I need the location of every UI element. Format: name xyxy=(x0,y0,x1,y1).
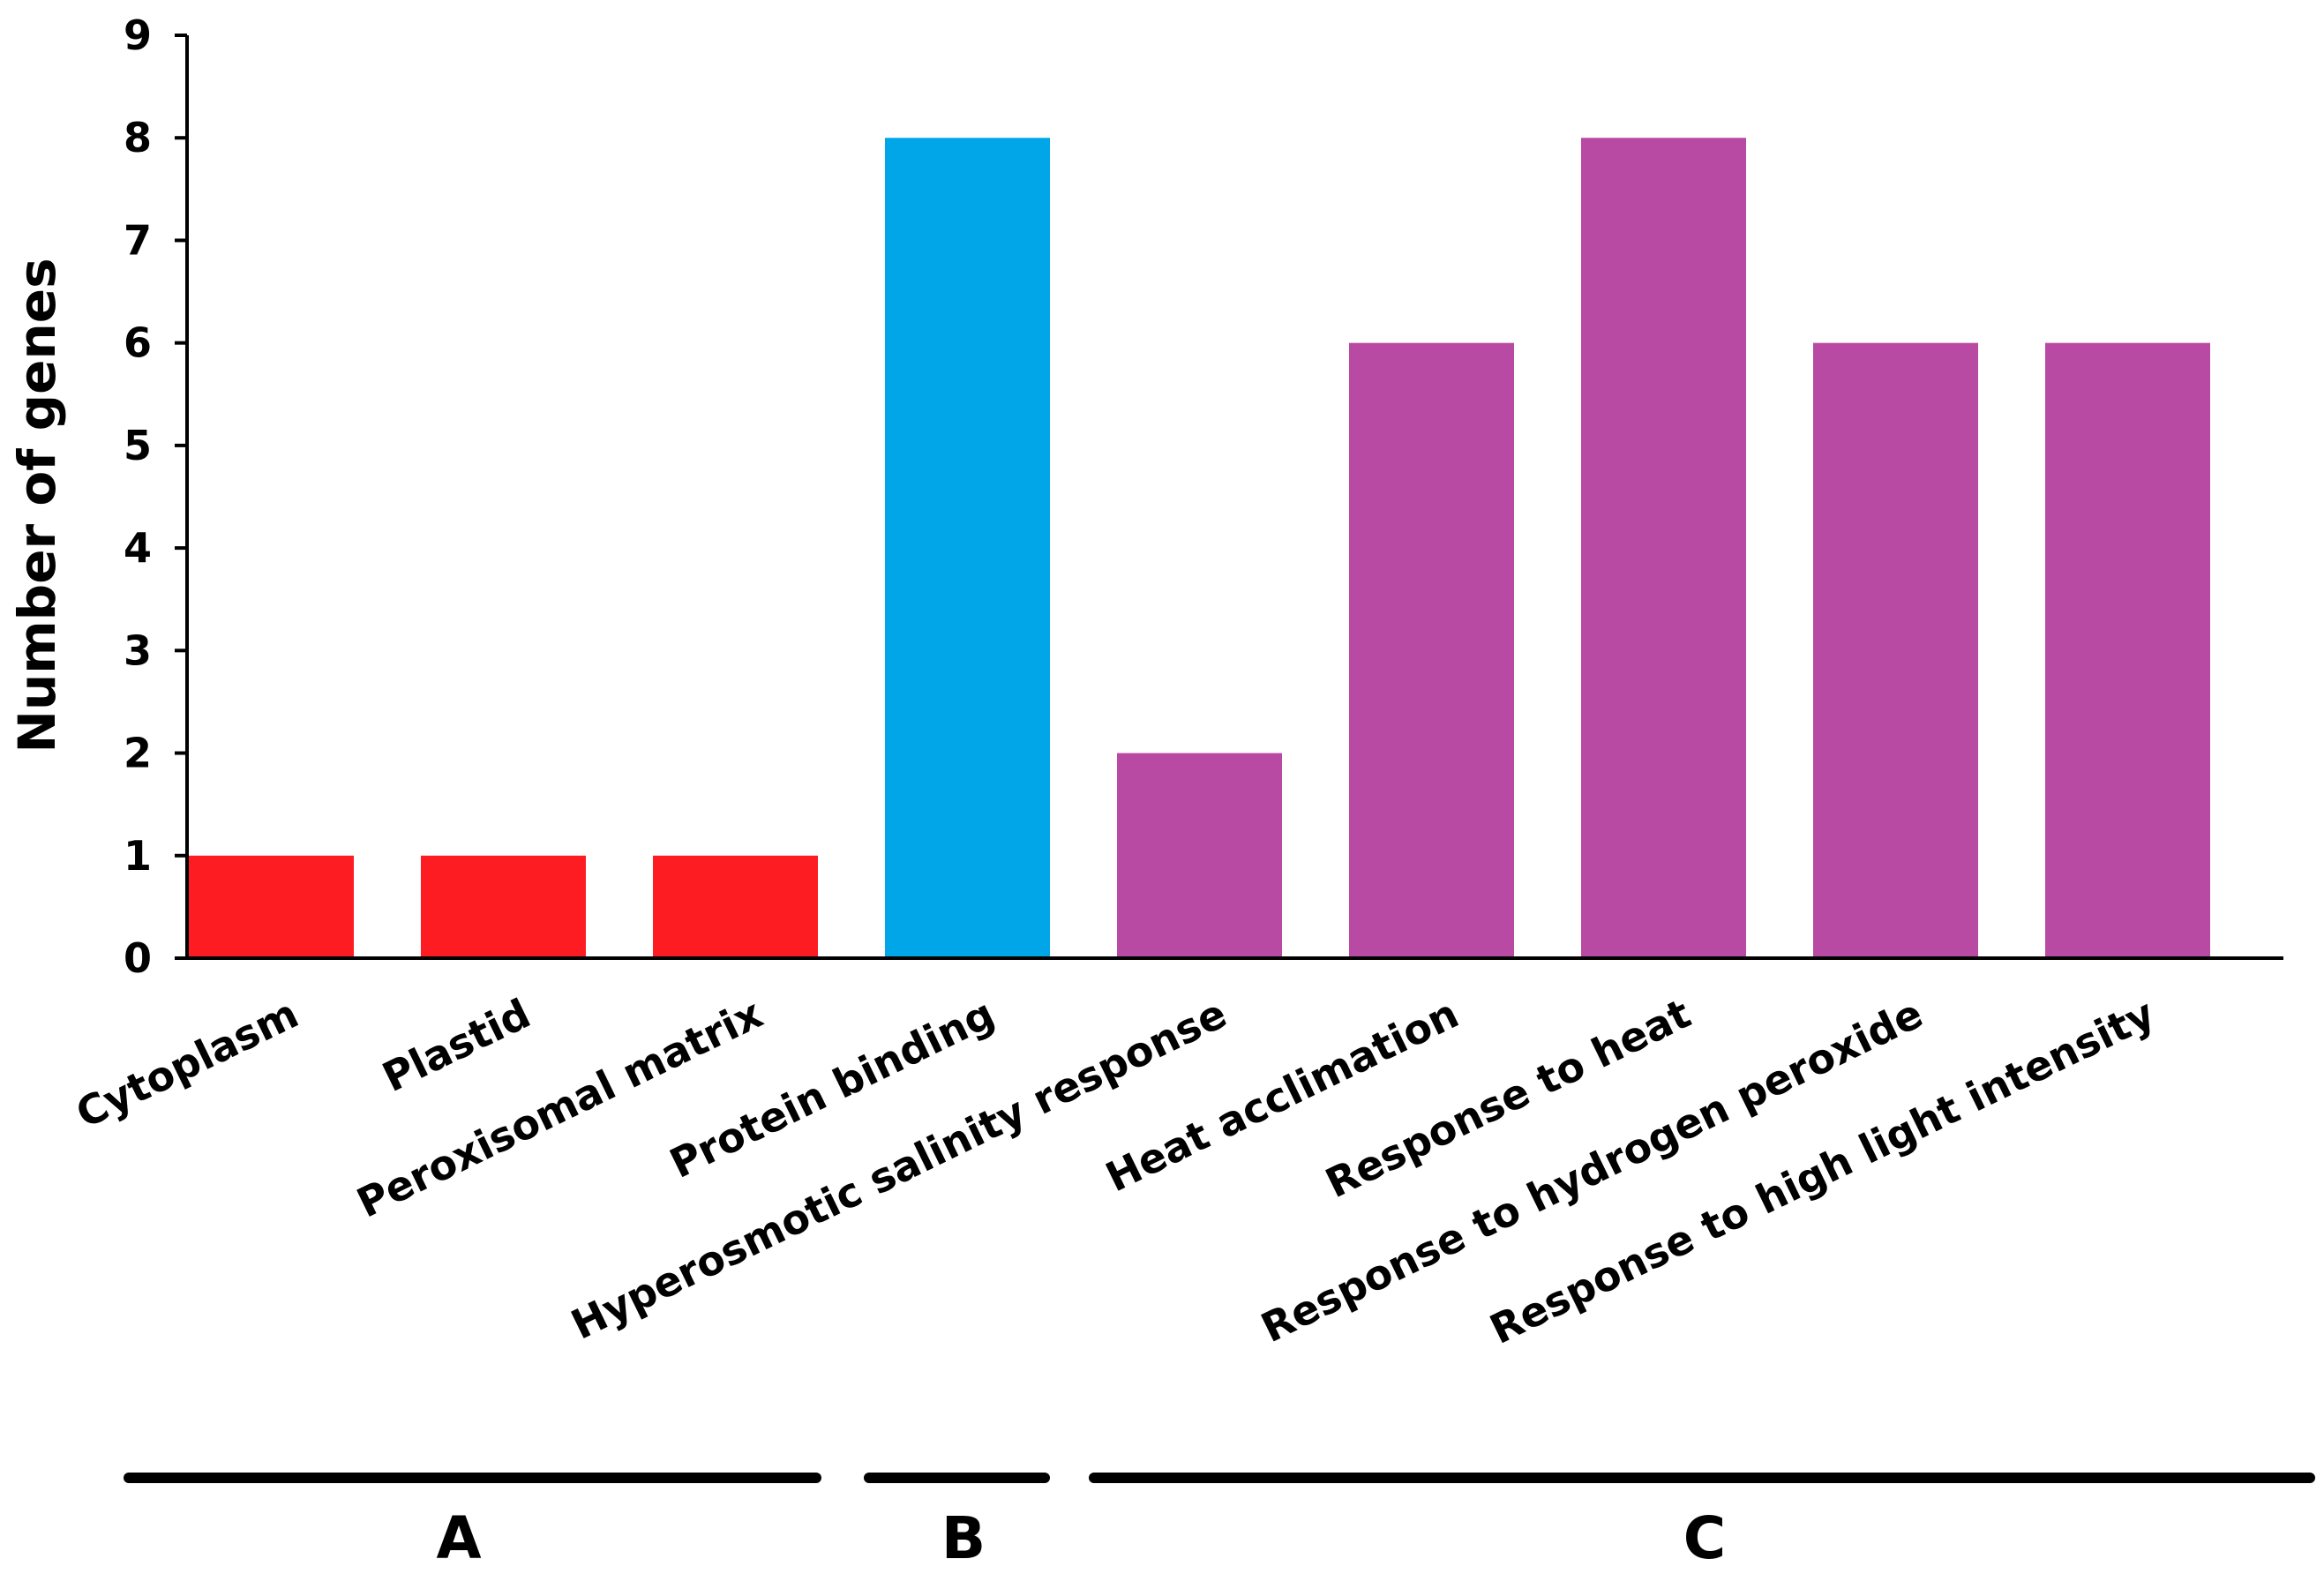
y-tick-label: 5 xyxy=(124,422,152,469)
y-tick-label: 3 xyxy=(124,626,152,674)
bar xyxy=(1117,753,1282,958)
bar xyxy=(653,855,818,958)
category-label: Response to heat xyxy=(1318,989,1698,1207)
y-tick-label: 1 xyxy=(124,832,152,880)
group-brackets: A B C xyxy=(124,1473,2315,1572)
bars xyxy=(189,138,2210,959)
y-tick-label: 9 xyxy=(124,11,152,59)
y-tick-label: 7 xyxy=(124,216,152,264)
group-label: A xyxy=(436,1504,481,1572)
bar xyxy=(2045,342,2210,959)
category-label: Peroxisomal matrix xyxy=(349,989,769,1226)
y-axis-label: Number of genes xyxy=(7,258,67,753)
y-tick-label: 0 xyxy=(124,934,152,982)
group-label: C xyxy=(1683,1504,1726,1572)
y-tick-label: 4 xyxy=(124,524,152,572)
y-tick-label: 6 xyxy=(124,319,152,367)
bar xyxy=(1813,342,1978,959)
category-label: Cytoplasm xyxy=(69,989,305,1137)
group-label: B xyxy=(941,1504,986,1572)
bar xyxy=(1581,138,1746,958)
bar xyxy=(1349,342,1514,959)
bar xyxy=(189,855,354,958)
bar xyxy=(421,855,586,958)
y-axis-ticks: 0 1 2 3 4 5 6 7 8 9 xyxy=(124,11,187,982)
category-label: Plastid xyxy=(375,989,537,1101)
bar xyxy=(885,138,1050,958)
y-tick-label: 8 xyxy=(124,114,152,161)
y-tick-label: 2 xyxy=(124,730,152,777)
